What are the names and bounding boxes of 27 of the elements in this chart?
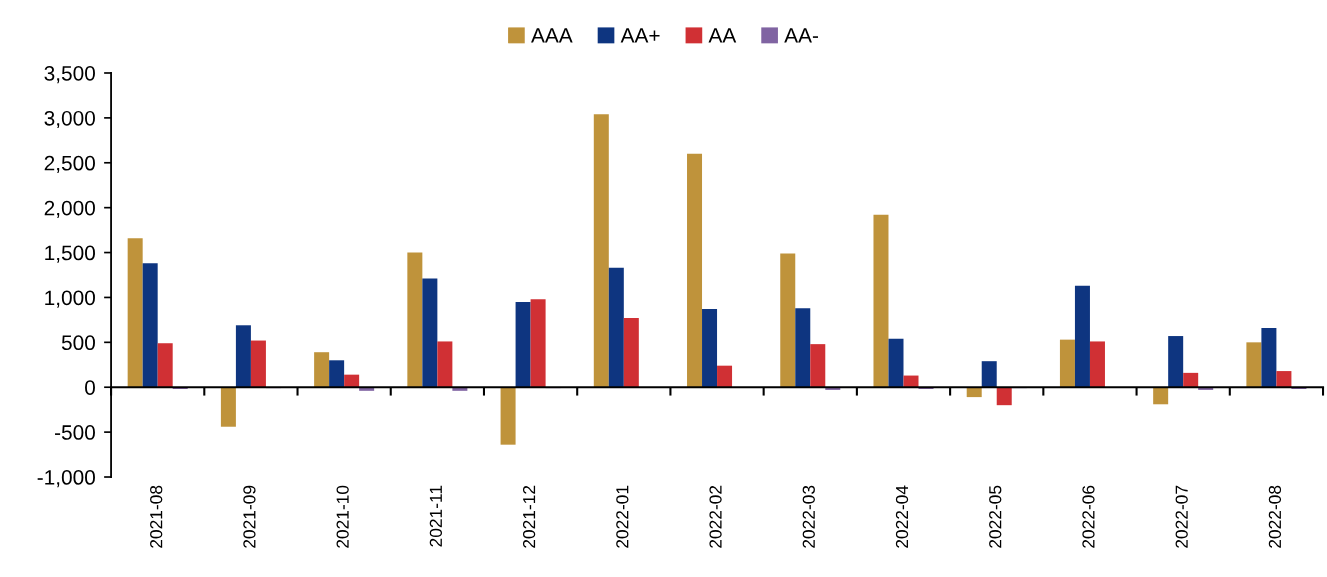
y-tick-label: 0 (85, 380, 95, 395)
y-tick-label: 3,500 (44, 65, 95, 84)
x-tick-label: 2022-04 (895, 485, 909, 548)
y-tick-label: 2,500 (44, 155, 95, 173)
y-tick-label: 1,000 (45, 290, 95, 308)
legend-label: AA (708, 28, 737, 43)
x-tick-label: 2021-10 (336, 485, 349, 548)
legend-label: AA- (784, 28, 818, 43)
x-tick-label: 2021-08 (150, 485, 163, 548)
y-tick-label: 1,500 (45, 245, 95, 263)
x-tick-label: 2022-07 (1175, 485, 1188, 548)
y-tick-label: -1,000 (37, 470, 95, 488)
x-tick-label: 2022-08 (1268, 485, 1282, 548)
x-tick-label: 2022-02 (709, 485, 722, 548)
y-tick-label: 2,000 (44, 200, 95, 218)
legend-label: AAA (531, 28, 573, 43)
x-tick-label: 2021-12 (522, 485, 536, 548)
x-tick-label: 2022-01 (616, 485, 629, 548)
y-tick-label: -500 (55, 425, 95, 440)
x-tick-label: 2022-05 (989, 485, 1002, 548)
y-tick-label: 500 (61, 335, 95, 351)
x-tick-label: 2022-03 (802, 485, 815, 548)
x-tick-label: 2021-11 (429, 485, 443, 547)
legend-label: AA+ (620, 28, 660, 43)
y-tick-label: 3,000 (44, 110, 95, 129)
x-tick-label: 2022-06 (1082, 485, 1095, 548)
x-tick-label: 2021-09 (243, 485, 256, 548)
